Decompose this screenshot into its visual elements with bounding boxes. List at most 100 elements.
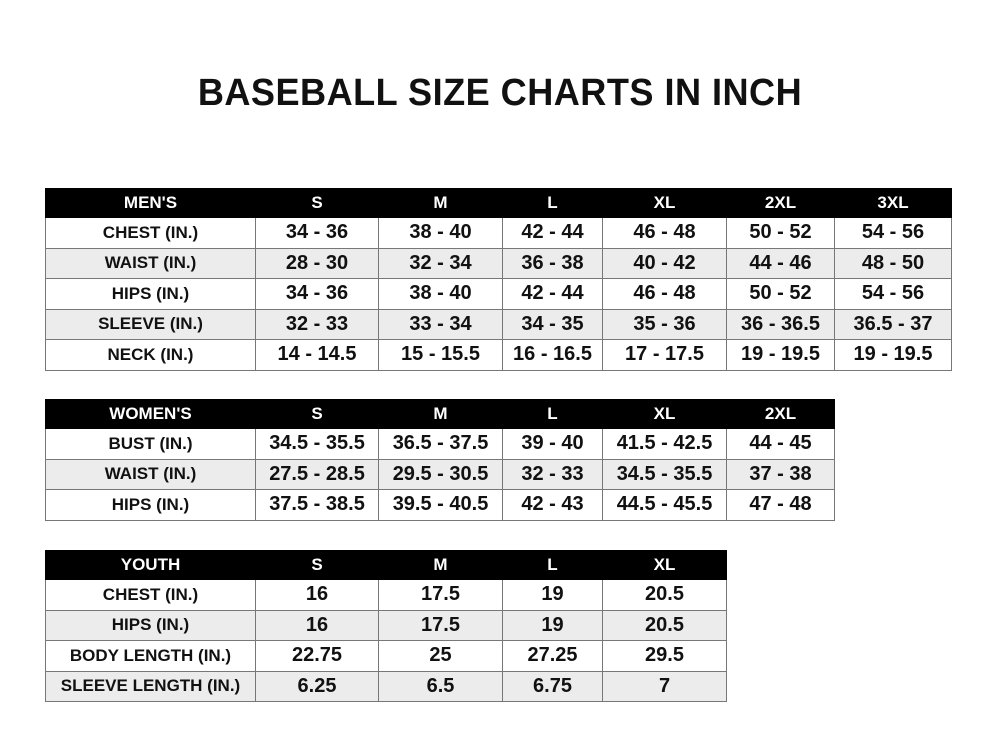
- measurement-cell: 17 - 17.5: [602, 339, 727, 371]
- size-header: L: [502, 550, 603, 580]
- measurement-cell: 34 - 36: [255, 278, 379, 310]
- measurement-cell: 34.5 - 35.5: [602, 458, 727, 490]
- page-title: BASEBALL SIZE CHARTS IN INCH: [197, 72, 803, 114]
- table-row: WAIST (IN.) 27.5 - 28.5 29.5 - 30.5 32 - 33…: [45, 458, 835, 490]
- measurement-cell: 19: [502, 579, 603, 611]
- measurement-cell: 32 - 33: [255, 308, 379, 340]
- measurement-cell: 37 - 38: [726, 458, 835, 490]
- size-header: S: [255, 550, 379, 580]
- measurement-cell: 48 - 50: [834, 247, 952, 279]
- measurement-cell: 46 - 48: [602, 217, 727, 249]
- measurement-cell: 25: [378, 640, 503, 672]
- measurement-label: WAIST (IN.): [45, 247, 256, 279]
- measurement-cell: 17.5: [378, 579, 503, 611]
- measurement-label: BUST (IN.): [45, 428, 256, 460]
- table-row: SLEEVE LENGTH (IN.) 6.25 6.5 6.75 7: [45, 670, 727, 702]
- measurement-cell: 44.5 - 45.5: [602, 489, 727, 521]
- size-header: XL: [602, 399, 727, 429]
- measurement-cell: 19 - 19.5: [726, 339, 835, 371]
- measurement-cell: 15 - 15.5: [378, 339, 503, 371]
- measurement-cell: 33 - 34: [378, 308, 503, 340]
- measurement-cell: 20.5: [602, 609, 727, 641]
- measurement-cell: 54 - 56: [834, 278, 952, 310]
- measurement-label: CHEST (IN.): [45, 579, 256, 611]
- measurement-cell: 16: [255, 579, 379, 611]
- measurement-cell: 44 - 45: [726, 428, 835, 460]
- measurement-label: BODY LENGTH (IN.): [45, 640, 256, 672]
- size-header: M: [378, 399, 503, 429]
- header-row: YOUTH S M L XL: [45, 550, 727, 580]
- measurement-cell: 28 - 30: [255, 247, 379, 279]
- measurement-cell: 27.25: [502, 640, 603, 672]
- measurement-cell: 32 - 33: [502, 458, 603, 490]
- measurement-cell: 36.5 - 37: [834, 308, 952, 340]
- size-header: S: [255, 188, 379, 218]
- table-row: NECK (IN.) 14 - 14.5 15 - 15.5 16 - 16.5 17 …: [45, 339, 952, 371]
- measurement-cell: 40 - 42: [602, 247, 727, 279]
- size-header: XL: [602, 188, 727, 218]
- category-header: YOUTH: [45, 550, 256, 580]
- womens-size-table: WOMEN'S S M L XL 2XL BUST (IN.) 34.5 - 35.5 36.5…: [45, 399, 835, 521]
- measurement-cell: 38 - 40: [378, 217, 503, 249]
- measurement-cell: 47 - 48: [726, 489, 835, 521]
- size-header: XL: [602, 550, 727, 580]
- measurement-label: HIPS (IN.): [45, 489, 256, 521]
- table-row: BUST (IN.) 34.5 - 35.5 36.5 - 37.5 39 - 40 4…: [45, 428, 835, 460]
- measurement-label: SLEEVE (IN.): [45, 308, 256, 340]
- measurement-cell: 27.5 - 28.5: [255, 458, 379, 490]
- measurement-cell: 29.5: [602, 640, 727, 672]
- measurement-label: WAIST (IN.): [45, 458, 256, 490]
- table-row: SLEEVE (IN.) 32 - 33 33 - 34 34 - 35 35 - 36…: [45, 308, 952, 340]
- size-header: M: [378, 550, 503, 580]
- measurement-cell: 46 - 48: [602, 278, 727, 310]
- measurement-cell: 34 - 36: [255, 217, 379, 249]
- measurement-cell: 19: [502, 609, 603, 641]
- measurement-cell: 34.5 - 35.5: [255, 428, 379, 460]
- measurement-label: SLEEVE LENGTH (IN.): [45, 670, 256, 702]
- mens-size-table: MEN'S S M L XL 2XL 3XL CHEST (IN.) 34 - 36 38 - 4…: [45, 188, 952, 371]
- measurement-cell: 7: [602, 670, 727, 702]
- measurement-cell: 44 - 46: [726, 247, 835, 279]
- measurement-cell: 36 - 36.5: [726, 308, 835, 340]
- measurement-label: CHEST (IN.): [45, 217, 256, 249]
- measurement-label: NECK (IN.): [45, 339, 256, 371]
- measurement-cell: 42 - 43: [502, 489, 603, 521]
- header-row: WOMEN'S S M L XL 2XL: [45, 399, 835, 429]
- measurement-cell: 29.5 - 30.5: [378, 458, 503, 490]
- size-header: L: [502, 399, 603, 429]
- measurement-cell: 20.5: [602, 579, 727, 611]
- measurement-cell: 37.5 - 38.5: [255, 489, 379, 521]
- measurement-cell: 35 - 36: [602, 308, 727, 340]
- measurement-cell: 17.5: [378, 609, 503, 641]
- size-header: L: [502, 188, 603, 218]
- size-header: M: [378, 188, 503, 218]
- size-header: 2XL: [726, 399, 835, 429]
- table-row: CHEST (IN.) 34 - 36 38 - 40 42 - 44 46 - 48 5…: [45, 217, 952, 249]
- youth-size-table: YOUTH S M L XL CHEST (IN.) 16 17.5 19 20.5 HIPS (I…: [45, 550, 727, 702]
- measurement-cell: 6.5: [378, 670, 503, 702]
- header-row: MEN'S S M L XL 2XL 3XL: [45, 188, 952, 218]
- measurement-cell: 6.75: [502, 670, 603, 702]
- measurement-cell: 22.75: [255, 640, 379, 672]
- measurement-cell: 41.5 - 42.5: [602, 428, 727, 460]
- measurement-cell: 32 - 34: [378, 247, 503, 279]
- table-row: HIPS (IN.) 37.5 - 38.5 39.5 - 40.5 42 - 43 4…: [45, 489, 835, 521]
- measurement-cell: 16: [255, 609, 379, 641]
- size-header: 2XL: [726, 188, 835, 218]
- measurement-cell: 14 - 14.5: [255, 339, 379, 371]
- table-row: HIPS (IN.) 16 17.5 19 20.5: [45, 609, 727, 641]
- measurement-cell: 16 - 16.5: [502, 339, 603, 371]
- table-row: WAIST (IN.) 28 - 30 32 - 34 36 - 38 40 - 42 4…: [45, 247, 952, 279]
- measurement-cell: 50 - 52: [726, 217, 835, 249]
- measurement-label: HIPS (IN.): [45, 609, 256, 641]
- measurement-cell: 38 - 40: [378, 278, 503, 310]
- category-header: WOMEN'S: [45, 399, 256, 429]
- table-row: CHEST (IN.) 16 17.5 19 20.5: [45, 579, 727, 611]
- category-header: MEN'S: [45, 188, 256, 218]
- measurement-cell: 34 - 35: [502, 308, 603, 340]
- table-row: HIPS (IN.) 34 - 36 38 - 40 42 - 44 46 - 48 50…: [45, 278, 952, 310]
- measurement-cell: 39 - 40: [502, 428, 603, 460]
- size-header: S: [255, 399, 379, 429]
- measurement-cell: 36 - 38: [502, 247, 603, 279]
- measurement-cell: 42 - 44: [502, 217, 603, 249]
